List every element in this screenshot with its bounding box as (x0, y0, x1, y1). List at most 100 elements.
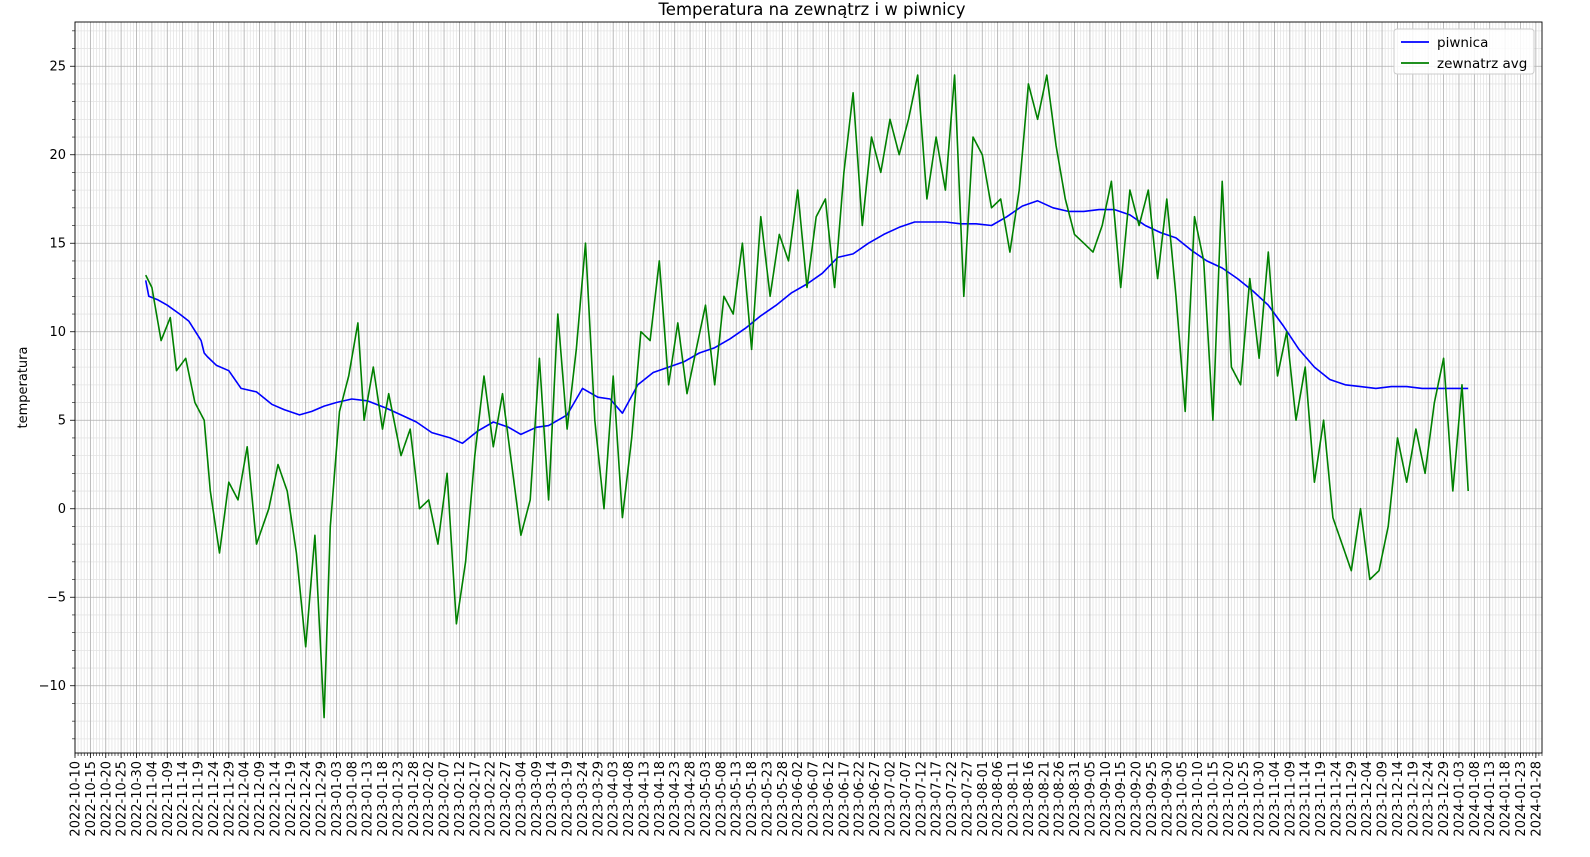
x-tick-label: 2023-10-05 (1176, 761, 1191, 837)
x-tick-label: 2023-05-23 (760, 761, 775, 837)
x-tick-label: 2022-11-09 (161, 761, 176, 837)
x-tick-label: 2023-05-13 (730, 761, 745, 837)
minor-gridlines (72, 22, 1543, 756)
x-tick-label: 2023-11-04 (1268, 761, 1283, 837)
x-tick-label: 2023-11-09 (1283, 761, 1298, 837)
x-tick-label: 2023-08-21 (1037, 761, 1052, 837)
x-tick-label: 2023-04-23 (668, 761, 683, 837)
x-tick-label: 2022-10-10 (69, 761, 84, 837)
x-tick-label: 2022-10-25 (115, 761, 130, 837)
x-tick-label: 2023-11-24 (1329, 761, 1344, 837)
x-tick-label: 2023-04-18 (653, 761, 668, 837)
x-tick-label: 2023-01-28 (407, 761, 422, 837)
x-tick-label: 2023-06-12 (822, 761, 837, 837)
y-tick-label: 5 (58, 414, 66, 429)
y-tick-label: −5 (47, 591, 66, 606)
x-tick-label: 2023-07-02 (884, 761, 899, 837)
x-tick-label: 2023-01-18 (376, 761, 391, 837)
x-tick-label: 2022-12-19 (284, 761, 299, 837)
series-line-piwnica (144, 200, 1469, 445)
x-tick-label: 2023-01-23 (391, 761, 406, 837)
x-tick-label: 2022-11-24 (207, 761, 222, 837)
series-line-zewnatrz-avg (144, 74, 1469, 719)
chart-title: Temperatura na zewnątrz i w piwnicy (658, 0, 966, 19)
x-tick-label: 2023-09-25 (1145, 761, 1160, 837)
x-tick-label: 2023-07-17 (930, 761, 945, 837)
x-tick-label: 2023-06-07 (807, 761, 822, 837)
x-tick-label: 2022-12-24 (299, 761, 314, 837)
x-tick-label: 2023-04-28 (684, 761, 699, 837)
x-tick-label: 2023-09-15 (1114, 761, 1129, 837)
x-tick-label: 2024-01-23 (1514, 761, 1529, 837)
x-tick-label: 2023-05-18 (745, 761, 760, 837)
x-tick-label: 2023-02-22 (484, 761, 499, 837)
x-tick-label: 2023-06-17 (837, 761, 852, 837)
x-tick-label: 2022-11-29 (222, 761, 237, 837)
x-tick-label: 2023-06-22 (853, 761, 868, 837)
x-tick-label: 2023-11-29 (1345, 761, 1360, 837)
x-tick-label: 2024-01-03 (1452, 761, 1467, 837)
x-tick-label: 2022-11-19 (192, 761, 207, 837)
x-tick-label: 2023-07-27 (960, 761, 975, 837)
x-tick-label: 2024-01-13 (1483, 761, 1498, 837)
x-tick-label: 2024-01-18 (1499, 761, 1514, 837)
x-tick-label: 2023-10-25 (1237, 761, 1252, 837)
legend: piwnica zewnatrz avg (1393, 28, 1535, 75)
x-tick-label: 2023-07-22 (945, 761, 960, 837)
x-tick-label: 2022-12-14 (268, 761, 283, 837)
x-tick-label: 2023-12-29 (1437, 761, 1452, 837)
x-tick-label: 2023-08-31 (1068, 761, 1083, 837)
x-tick-label: 2023-09-20 (1130, 761, 1145, 837)
x-tick-label: 2023-02-02 (422, 761, 437, 837)
x-tick-label: 2023-11-19 (1314, 761, 1329, 837)
x-tick-label: 2023-10-30 (1253, 761, 1268, 837)
x-tick-label: 2023-11-14 (1299, 761, 1314, 837)
x-tick-label: 2022-12-29 (315, 761, 330, 837)
y-tick-label: 15 (49, 237, 66, 252)
x-tick-label: 2023-12-19 (1406, 761, 1421, 837)
y-axis-label: temperatura (16, 347, 31, 429)
x-tick-label: 2022-10-15 (84, 761, 99, 837)
y-axis-ticks: −10 −5 0 5 10 15 20 25 (39, 60, 75, 694)
x-tick-label: 2023-08-26 (1053, 761, 1068, 837)
x-tick-label: 2023-06-27 (868, 761, 883, 837)
x-tick-label: 2023-09-30 (1160, 761, 1175, 837)
x-tick-label: 2023-06-02 (791, 761, 806, 837)
x-tick-label: 2023-12-24 (1422, 761, 1437, 837)
legend-label: piwnica (1437, 35, 1488, 51)
x-tick-label: 2022-12-09 (253, 761, 268, 837)
x-tick-label: 2024-01-28 (1529, 761, 1544, 837)
x-tick-label: 2024-01-08 (1468, 761, 1483, 837)
x-tick-label: 2022-11-04 (145, 761, 160, 837)
x-tick-label: 2023-03-09 (530, 761, 545, 837)
x-tick-label: 2023-02-12 (453, 761, 468, 837)
plot-frame (74, 21, 1543, 754)
x-tick-label: 2022-12-04 (238, 761, 253, 837)
x-tick-label: 2023-09-05 (1083, 761, 1098, 837)
x-tick-label: 2023-10-15 (1206, 761, 1221, 837)
x-tick-label: 2023-08-06 (991, 761, 1006, 837)
x-tick-label: 2023-07-12 (914, 761, 929, 837)
major-gridlines (74, 22, 1542, 753)
series-layer (144, 74, 1469, 719)
y-tick-label: 20 (49, 148, 66, 163)
x-tick-label: 2023-09-10 (1099, 761, 1114, 837)
x-tick-label: 2023-01-08 (345, 761, 360, 837)
x-tick-label: 2023-12-04 (1360, 761, 1375, 837)
y-tick-label: 0 (58, 502, 66, 517)
legend-label: zewnatrz avg (1437, 56, 1527, 72)
x-tick-label: 2023-03-14 (545, 761, 560, 837)
x-tick-label: 2023-08-11 (1007, 761, 1022, 837)
x-tick-label: 2023-08-16 (1022, 761, 1037, 837)
x-tick-label: 2023-03-19 (561, 761, 576, 837)
x-tick-label: 2023-03-29 (591, 761, 606, 837)
x-tick-label: 2023-05-03 (699, 761, 714, 837)
x-tick-label: 2023-02-27 (499, 761, 514, 837)
x-tick-label: 2023-05-28 (776, 761, 791, 837)
x-tick-label: 2023-12-14 (1391, 761, 1406, 837)
x-tick-label: 2023-12-09 (1376, 761, 1391, 837)
y-tick-label: 25 (49, 60, 66, 75)
x-tick-label: 2023-01-03 (330, 761, 345, 837)
x-tick-label: 2022-11-14 (176, 761, 191, 837)
y-tick-label: −10 (39, 679, 66, 694)
